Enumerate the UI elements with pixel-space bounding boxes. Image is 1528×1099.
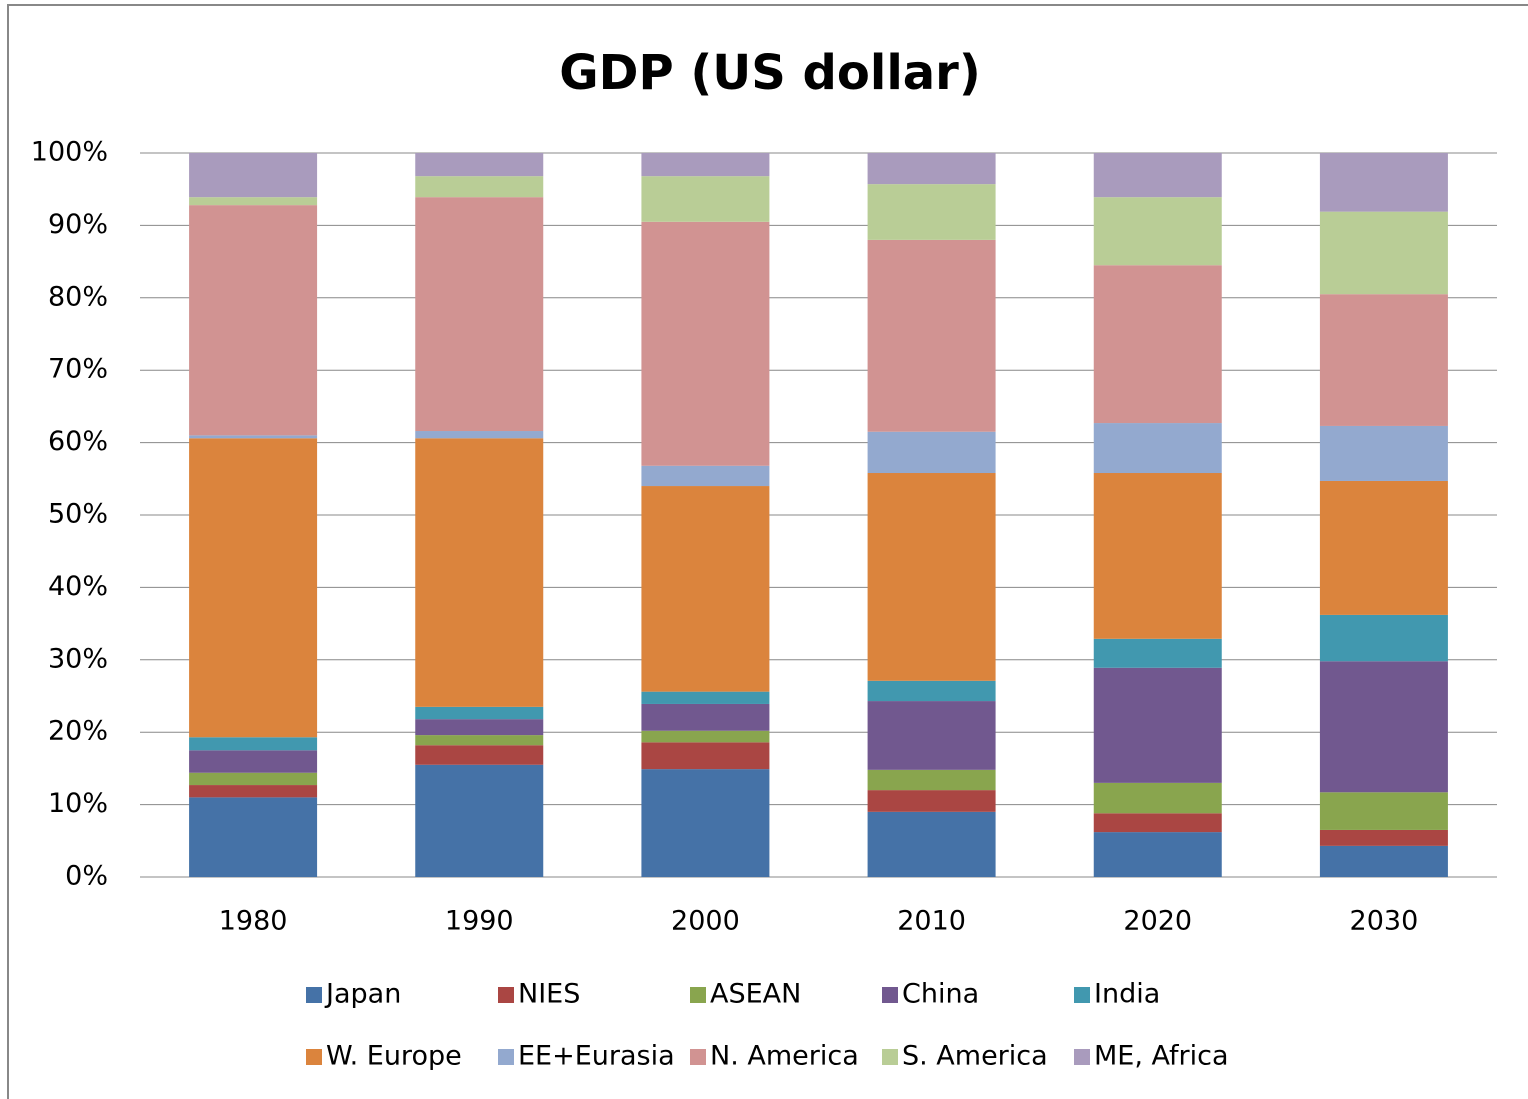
x-tick-label: 1980 — [219, 906, 288, 937]
bar-segment — [415, 431, 544, 439]
y-tick-label: 0% — [65, 861, 108, 892]
legend-swatch — [690, 1049, 706, 1065]
bar-segment — [1093, 638, 1222, 668]
bar-segment — [1093, 782, 1222, 814]
bar-segment — [641, 691, 770, 704]
bar-segment — [1093, 473, 1222, 639]
bar-segment — [189, 435, 318, 439]
y-tick-label: 10% — [48, 788, 108, 819]
bar-segment — [867, 239, 996, 432]
bar-segment — [641, 486, 770, 692]
legend-swatch — [306, 987, 322, 1003]
bar-segment — [1319, 294, 1448, 426]
bar-segment — [1319, 425, 1448, 481]
bar-segment — [1319, 792, 1448, 830]
bar-segment — [867, 680, 996, 702]
bar-segment — [415, 735, 544, 746]
y-tick-label: 20% — [48, 716, 108, 747]
x-tick-label: 2010 — [897, 906, 966, 937]
legend-label: S. America — [902, 1041, 1048, 1072]
bar-segment — [189, 205, 318, 436]
y-tick-label: 70% — [48, 354, 108, 385]
legend-swatch — [882, 1049, 898, 1065]
bar-segment — [867, 811, 996, 877]
legend-label: India — [1094, 979, 1160, 1010]
legend-label: China — [902, 979, 979, 1010]
legend-swatch — [498, 1049, 514, 1065]
legend-swatch — [306, 1049, 322, 1065]
legend-label: ME, Africa — [1094, 1041, 1229, 1072]
y-tick-label: 30% — [48, 643, 108, 674]
bar-segment — [1093, 423, 1222, 474]
bar-segment — [641, 176, 770, 222]
bar-segment — [1093, 265, 1222, 424]
x-tick-label: 2000 — [671, 906, 740, 937]
bar-segment — [867, 701, 996, 770]
legend-swatch — [498, 987, 514, 1003]
bar-segment — [1093, 153, 1222, 198]
bar-segment — [867, 431, 996, 474]
legend-label: Japan — [324, 979, 401, 1010]
bar-segment — [867, 153, 996, 185]
bar-segment — [415, 745, 544, 765]
bar-segment — [1319, 845, 1448, 877]
x-tick-label: 2030 — [1350, 906, 1419, 937]
bar-segment — [415, 176, 544, 198]
legend-swatch — [1074, 987, 1090, 1003]
legend-swatch — [882, 987, 898, 1003]
y-tick-label: 40% — [48, 571, 108, 602]
bar-segment — [189, 197, 318, 206]
x-tick-label: 2020 — [1123, 906, 1192, 937]
bar-segment — [189, 438, 318, 738]
bar-segment — [641, 703, 770, 731]
legend-label: NIES — [518, 979, 580, 1010]
bar-segment — [1319, 480, 1448, 615]
bar-segment — [1319, 661, 1448, 793]
bar-segment — [415, 764, 544, 877]
bar-segment — [1319, 614, 1448, 662]
chart-title: GDP (US dollar) — [559, 45, 981, 101]
bar-segment — [1093, 832, 1222, 877]
y-tick-label: 60% — [48, 426, 108, 457]
y-tick-label: 100% — [31, 137, 108, 168]
legend-swatch — [690, 987, 706, 1003]
bar-segment — [415, 706, 544, 720]
bar-segment — [1093, 197, 1222, 266]
bar-segment — [1319, 211, 1448, 295]
legend-label: EE+Eurasia — [518, 1041, 675, 1072]
bar-segment — [641, 221, 770, 466]
bar-segment — [415, 438, 544, 707]
bar-segment — [641, 769, 770, 877]
bar-segment — [189, 750, 318, 773]
bar-segment — [415, 153, 544, 177]
bar-segment — [189, 153, 318, 198]
bar-segment — [1093, 667, 1222, 783]
bar-segment — [189, 785, 318, 798]
bar-segment — [189, 737, 318, 751]
bar-segment — [1319, 153, 1448, 212]
bar-segment — [867, 473, 996, 681]
legend-label: N. America — [710, 1041, 859, 1072]
bar-segment — [641, 730, 770, 743]
bar-segment — [1093, 813, 1222, 833]
y-tick-label: 80% — [48, 281, 108, 312]
bar-segment — [641, 153, 770, 177]
bar-segment — [415, 197, 544, 432]
bar-segment — [641, 465, 770, 487]
legend-label: ASEAN — [710, 979, 801, 1010]
bar-segment — [867, 184, 996, 240]
bar-segment — [641, 742, 770, 770]
bar-segment — [415, 719, 544, 736]
x-tick-label: 1990 — [445, 906, 514, 937]
legend-label: W. Europe — [326, 1041, 462, 1072]
y-tick-label: 90% — [48, 209, 108, 240]
bar-segment — [867, 769, 996, 791]
bar-segment — [1319, 829, 1448, 846]
legend-swatch — [1074, 1049, 1090, 1065]
bar-segment — [867, 790, 996, 812]
bar-segment — [189, 772, 318, 786]
bar-segment — [189, 797, 318, 877]
y-tick-label: 50% — [48, 499, 108, 530]
